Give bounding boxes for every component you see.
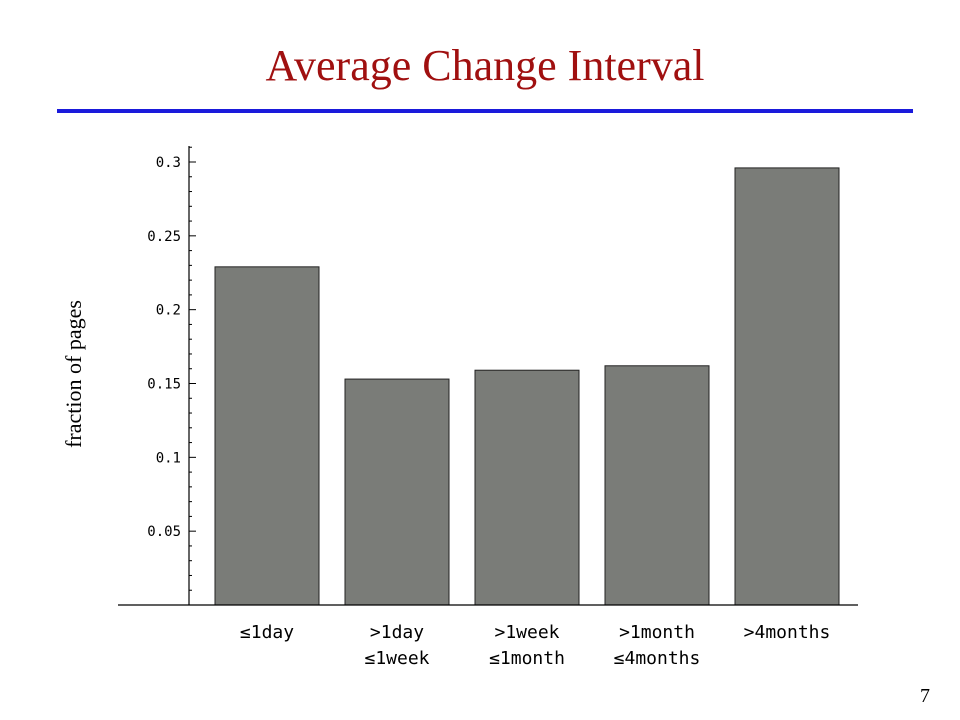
y-tick-label: 0.25	[147, 229, 181, 245]
x-category-label: >1week	[494, 622, 559, 643]
x-category-label: >1month	[619, 622, 695, 643]
y-tick-label: 0.3	[156, 155, 181, 171]
y-tick-label: 0.05	[147, 524, 181, 540]
x-category-label: ≤1month	[489, 648, 565, 669]
x-category-label: ≤4months	[614, 648, 701, 669]
x-category-label: ≤1day	[240, 622, 294, 643]
y-tick-label: 0.15	[147, 377, 181, 393]
x-category-label: >1day	[370, 622, 424, 643]
y-tick-label: 0.1	[156, 450, 181, 466]
bar-3	[474, 369, 580, 606]
bar-2	[344, 378, 450, 606]
bar-1	[214, 266, 320, 606]
y-axis-label: fraction of pages	[61, 300, 86, 448]
x-category-label: ≤1week	[364, 648, 429, 669]
x-category-label: >4months	[744, 622, 831, 643]
page-number: 7	[920, 685, 930, 707]
bar-4	[604, 365, 710, 606]
bar-5	[734, 167, 840, 606]
y-tick-label: 0.2	[156, 303, 181, 319]
title-divider	[57, 109, 913, 113]
slide-title: Average Change Interval	[265, 41, 705, 90]
